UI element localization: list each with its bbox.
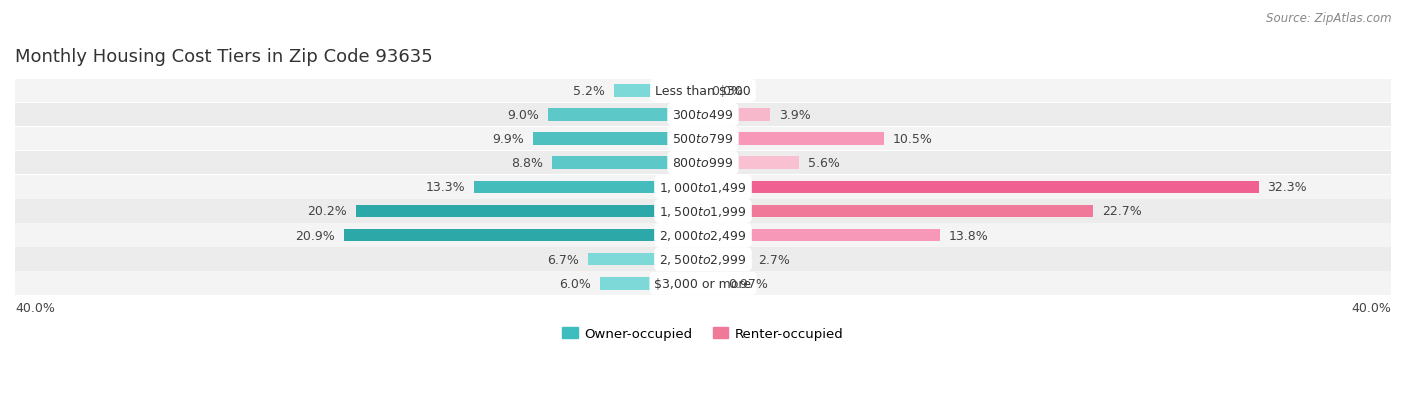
Text: $2,500 to $2,999: $2,500 to $2,999: [659, 252, 747, 266]
Text: 13.8%: 13.8%: [949, 229, 988, 242]
Bar: [703, 181, 1258, 194]
Bar: [703, 109, 770, 121]
Bar: [15, 224, 1391, 247]
Bar: [15, 248, 1391, 271]
Text: 20.9%: 20.9%: [295, 229, 335, 242]
Text: $2,000 to $2,499: $2,000 to $2,499: [659, 228, 747, 242]
Bar: [15, 103, 1391, 127]
Text: 10.5%: 10.5%: [893, 133, 932, 146]
Text: 0.97%: 0.97%: [728, 277, 768, 290]
Text: 32.3%: 32.3%: [1267, 181, 1306, 194]
Text: 5.6%: 5.6%: [808, 157, 839, 170]
Bar: [703, 205, 1094, 218]
Text: Monthly Housing Cost Tiers in Zip Code 93635: Monthly Housing Cost Tiers in Zip Code 9…: [15, 48, 433, 66]
Text: 9.9%: 9.9%: [492, 133, 524, 146]
Text: 9.0%: 9.0%: [508, 109, 540, 122]
Text: 0.0%: 0.0%: [711, 85, 744, 97]
Text: $300 to $499: $300 to $499: [672, 109, 734, 122]
Bar: [15, 152, 1391, 175]
Text: 8.8%: 8.8%: [510, 157, 543, 170]
Bar: [15, 199, 1391, 223]
Text: Less than $300: Less than $300: [655, 85, 751, 97]
Bar: [533, 133, 703, 145]
Text: 13.3%: 13.3%: [426, 181, 465, 194]
Bar: [703, 133, 883, 145]
Text: 6.0%: 6.0%: [560, 277, 591, 290]
Text: $3,000 or more: $3,000 or more: [655, 277, 751, 290]
Bar: [703, 253, 749, 266]
Text: 40.0%: 40.0%: [1351, 301, 1391, 315]
Bar: [703, 229, 941, 242]
Text: 40.0%: 40.0%: [15, 301, 55, 315]
Bar: [600, 277, 703, 290]
Bar: [15, 176, 1391, 199]
Text: $500 to $799: $500 to $799: [672, 133, 734, 146]
Text: 5.2%: 5.2%: [574, 85, 605, 97]
Text: Source: ZipAtlas.com: Source: ZipAtlas.com: [1267, 12, 1392, 25]
Text: $1,000 to $1,499: $1,000 to $1,499: [659, 180, 747, 195]
Bar: [551, 157, 703, 169]
Text: 22.7%: 22.7%: [1102, 205, 1142, 218]
Bar: [613, 85, 703, 97]
Bar: [548, 109, 703, 121]
Text: 20.2%: 20.2%: [307, 205, 347, 218]
Text: 6.7%: 6.7%: [547, 253, 579, 266]
Bar: [343, 229, 703, 242]
Bar: [15, 79, 1391, 103]
Legend: Owner-occupied, Renter-occupied: Owner-occupied, Renter-occupied: [557, 322, 849, 345]
Bar: [474, 181, 703, 194]
Bar: [703, 157, 800, 169]
Bar: [15, 272, 1391, 295]
Text: 3.9%: 3.9%: [779, 109, 810, 122]
Text: 2.7%: 2.7%: [758, 253, 790, 266]
Bar: [588, 253, 703, 266]
Bar: [703, 277, 720, 290]
Text: $800 to $999: $800 to $999: [672, 157, 734, 170]
Text: $1,500 to $1,999: $1,500 to $1,999: [659, 204, 747, 218]
Bar: [356, 205, 703, 218]
Bar: [15, 128, 1391, 151]
